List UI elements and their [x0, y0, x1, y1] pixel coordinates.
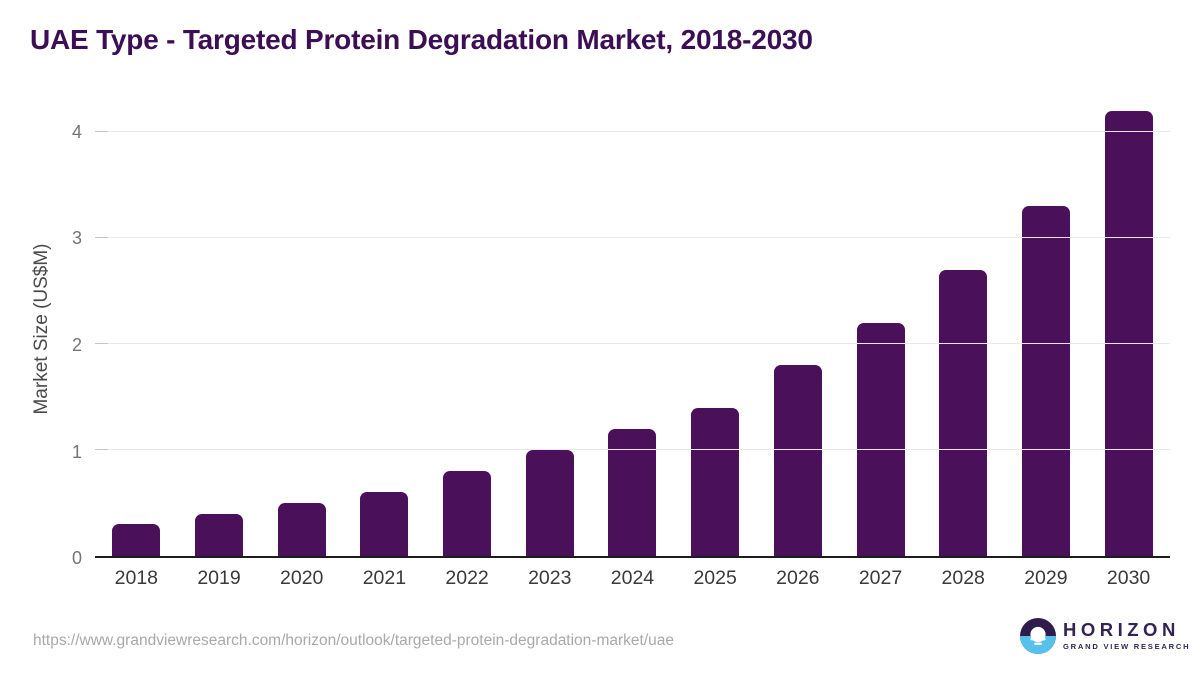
y-tick-label: 2	[71, 334, 82, 355]
y-tick-mark	[95, 342, 108, 344]
bar-2026	[773, 365, 822, 556]
y-tick-label: 0	[71, 548, 82, 568]
x-axis-labels: 2018 2019 2020 2021 2022 2023 2024 2025 2026 2027…	[95, 567, 1170, 590]
x-label-2019: 2019	[197, 567, 241, 589]
bar-2024	[608, 428, 657, 556]
gridline	[95, 236, 1170, 238]
y-tick-label: 4	[71, 121, 82, 142]
horizon-logo-tagline: GRAND VIEW RESEARCH	[1063, 642, 1191, 652]
bar-slot-2025	[674, 100, 757, 556]
bar-2030	[1104, 110, 1153, 556]
gridline	[95, 448, 1170, 450]
x-label-2028: 2028	[941, 567, 985, 589]
horizon-logo-text: HORIZON GRAND VIEW RESEARCH	[1063, 618, 1191, 652]
x-label-2022: 2022	[445, 567, 489, 589]
y-tick-mark	[95, 448, 108, 450]
bar-slot-2019	[178, 100, 261, 556]
bar-2021	[360, 492, 409, 556]
x-label-2026: 2026	[776, 567, 820, 589]
horizon-logo: HORIZON GRAND VIEW RESEARCH	[1020, 618, 1190, 654]
x-label-2030: 2030	[1106, 567, 1151, 589]
page-title: UAE Type - Targeted Protein Degradation …	[30, 24, 813, 55]
bar-slot-2023	[508, 100, 591, 556]
bar-2028	[939, 269, 988, 556]
x-label-2020: 2020	[280, 567, 324, 589]
x-label-2025: 2025	[693, 567, 737, 589]
bar-2023	[525, 449, 574, 556]
bar-2018	[112, 524, 161, 556]
bar-slot-2028	[922, 100, 1005, 556]
bar-2027	[856, 322, 905, 556]
bar-slot-2020	[260, 100, 343, 556]
plot-area	[95, 100, 1170, 558]
bar-slot-2026	[757, 100, 840, 556]
bar-2019	[195, 513, 244, 556]
x-label-2021: 2021	[362, 567, 407, 589]
gridline	[95, 130, 1170, 132]
horizon-logo-brand: HORIZON	[1063, 618, 1180, 640]
bar-2025	[691, 407, 740, 556]
bar-2022	[443, 471, 492, 556]
bar-slot-2027	[839, 100, 922, 556]
bar-slot-2029	[1005, 100, 1088, 556]
x-label-2027: 2027	[858, 567, 903, 589]
source-url: https://www.grandviewresearch.com/horizo…	[33, 632, 675, 649]
bar-slot-2024	[591, 100, 674, 556]
bar-slot-2018	[95, 100, 178, 556]
x-label-2023: 2023	[528, 567, 572, 589]
y-axis-tick-labels: 0 1 2 3 4	[38, 100, 82, 567]
x-label-2018: 2018	[114, 567, 159, 589]
bar-2029	[1021, 206, 1070, 556]
y-tick-label: 1	[71, 441, 82, 462]
gridline	[95, 342, 1170, 344]
bars-row	[95, 100, 1170, 556]
y-tick-mark	[95, 236, 108, 238]
bar-slot-2021	[343, 100, 426, 556]
y-tick-mark	[95, 130, 108, 132]
bar-slot-2022	[426, 100, 509, 556]
bar-slot-2030	[1087, 100, 1170, 556]
x-label-2024: 2024	[610, 567, 655, 589]
y-tick-label: 3	[71, 228, 82, 249]
bar-2020	[277, 502, 326, 556]
x-label-2029: 2029	[1024, 567, 1068, 589]
horizon-logo-icon	[1020, 618, 1056, 654]
